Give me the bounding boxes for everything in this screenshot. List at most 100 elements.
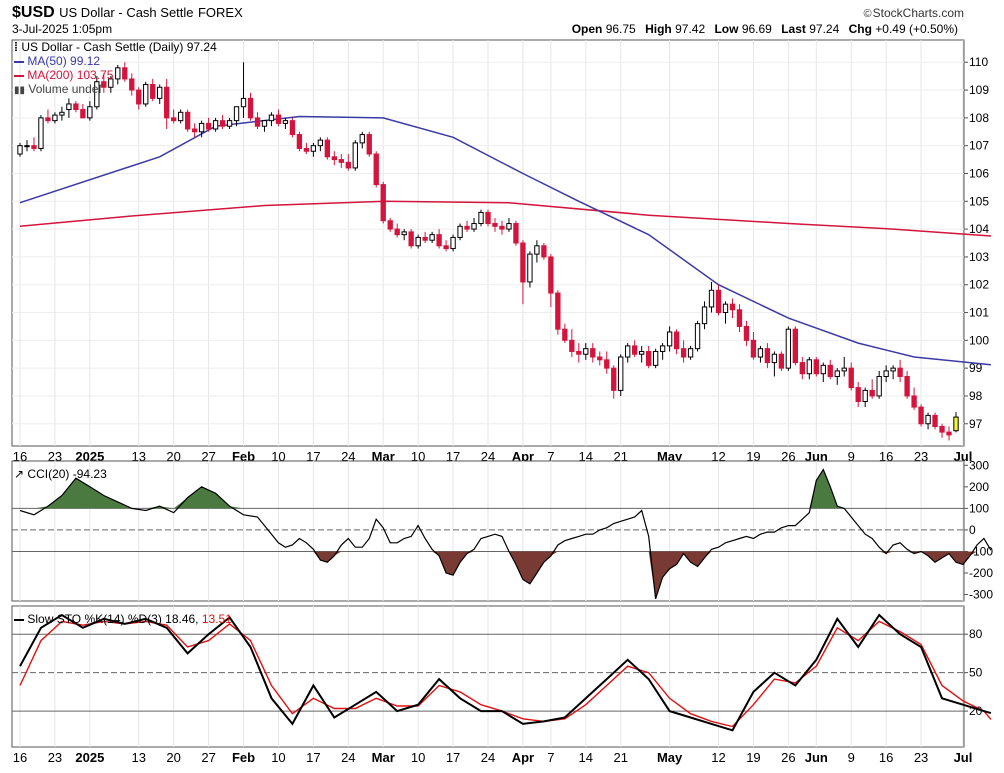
candle[interactable] [785, 326, 792, 371]
candle[interactable] [317, 137, 324, 152]
candle[interactable] [806, 357, 812, 380]
candle[interactable] [436, 229, 442, 249]
candle[interactable] [52, 112, 58, 124]
candle[interactable] [736, 304, 743, 332]
candle[interactable] [94, 76, 100, 110]
candle[interactable] [45, 109, 51, 124]
candle[interactable] [254, 112, 261, 129]
candle[interactable] [310, 142, 317, 157]
candle[interactable] [324, 137, 331, 160]
candle[interactable] [219, 115, 226, 129]
candle[interactable] [282, 117, 289, 129]
candle[interactable] [625, 343, 631, 363]
candle[interactable] [680, 340, 687, 363]
candle[interactable] [408, 229, 414, 249]
candle[interactable] [911, 387, 917, 410]
candle[interactable] [122, 62, 128, 82]
candle[interactable] [618, 354, 624, 396]
candle[interactable] [687, 345, 694, 360]
candle[interactable] [757, 345, 764, 363]
candle[interactable] [450, 234, 456, 252]
candle[interactable] [499, 220, 505, 235]
candle[interactable] [666, 326, 673, 352]
candle[interactable] [296, 131, 303, 152]
candle[interactable] [876, 370, 882, 399]
candle[interactable] [771, 351, 778, 377]
candle[interactable] [352, 140, 358, 171]
candle[interactable] [750, 331, 757, 360]
candle[interactable] [659, 343, 666, 360]
candle[interactable] [303, 142, 310, 155]
candle[interactable] [177, 109, 184, 124]
candle[interactable] [233, 106, 240, 127]
candle[interactable] [17, 142, 23, 157]
candle[interactable] [890, 365, 896, 380]
candle[interactable] [331, 151, 337, 166]
candle[interactable] [583, 343, 589, 360]
candle[interactable] [136, 87, 142, 110]
candle[interactable] [164, 78, 170, 129]
candle[interactable] [652, 348, 659, 369]
candle[interactable] [953, 412, 959, 433]
candle[interactable] [562, 323, 568, 344]
candle[interactable] [862, 387, 868, 408]
candle[interactable] [939, 423, 945, 438]
candle[interactable] [87, 101, 93, 121]
candle[interactable] [247, 92, 254, 121]
candle[interactable] [366, 131, 372, 157]
candle[interactable] [275, 109, 282, 127]
candle[interactable] [191, 123, 198, 138]
candle[interactable] [240, 62, 247, 118]
candle[interactable] [848, 362, 854, 391]
candle[interactable] [394, 223, 400, 238]
candle[interactable] [464, 220, 470, 232]
candle[interactable] [932, 412, 938, 430]
candle[interactable] [289, 117, 296, 138]
candle[interactable] [506, 217, 512, 232]
candle[interactable] [799, 357, 805, 380]
candle[interactable] [184, 109, 191, 132]
candle[interactable] [841, 357, 847, 377]
candle[interactable] [471, 217, 477, 232]
candle[interactable] [715, 284, 722, 316]
candle[interactable] [226, 117, 233, 129]
candle[interactable] [813, 357, 819, 377]
candle[interactable] [778, 351, 785, 371]
candle[interactable] [387, 217, 393, 232]
candle[interactable] [492, 217, 498, 232]
candle[interactable] [743, 320, 750, 346]
candle[interactable] [722, 301, 729, 324]
candle[interactable] [101, 73, 107, 93]
candle[interactable] [555, 290, 561, 335]
candle[interactable] [645, 345, 652, 369]
candle[interactable] [904, 370, 910, 399]
candle[interactable] [59, 106, 65, 121]
candle[interactable] [764, 343, 771, 369]
candle[interactable] [108, 76, 114, 93]
candle[interactable] [590, 343, 596, 363]
candle[interactable] [150, 78, 156, 102]
candle[interactable] [171, 109, 177, 124]
candle[interactable] [897, 359, 903, 383]
brand-link[interactable]: ©StockCharts.com [864, 6, 964, 20]
candle[interactable] [401, 229, 407, 241]
candle[interactable] [694, 320, 701, 352]
candle[interactable] [701, 301, 708, 330]
candle[interactable] [708, 281, 715, 313]
candle[interactable] [792, 326, 799, 366]
candle[interactable] [639, 345, 645, 363]
candle[interactable] [261, 120, 268, 132]
candle[interactable] [429, 231, 435, 243]
candle[interactable] [485, 209, 491, 227]
candle[interactable] [729, 298, 736, 319]
candle[interactable] [883, 365, 889, 383]
candle[interactable] [541, 243, 547, 260]
price-panel[interactable]: 9798991001011021031041051061071081091101… [11, 39, 991, 464]
candle[interactable] [38, 115, 44, 152]
candle[interactable] [31, 137, 37, 152]
candle[interactable] [820, 362, 826, 383]
candle[interactable] [205, 117, 212, 132]
candle[interactable] [380, 181, 386, 224]
